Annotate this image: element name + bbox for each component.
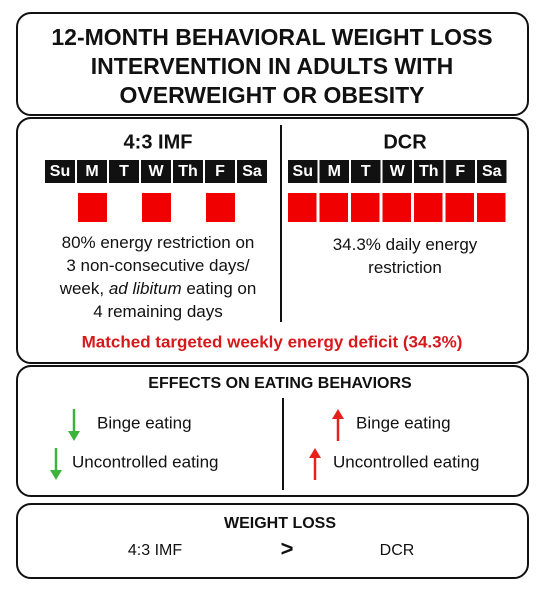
title: 12-MONTH BEHAVIORAL WEIGHT LOSS bbox=[51, 24, 492, 50]
title-box bbox=[16, 12, 529, 116]
restricted-day bbox=[319, 193, 348, 222]
day-cell bbox=[288, 160, 318, 183]
day-cell bbox=[109, 160, 139, 183]
description-part: ad libitum bbox=[109, 279, 182, 298]
group-label: DCR bbox=[380, 542, 415, 559]
restricted-day bbox=[206, 193, 235, 222]
comparator: > bbox=[281, 536, 294, 561]
day-cell bbox=[445, 160, 475, 183]
day-label: Su bbox=[50, 163, 70, 180]
description: week, ad libitum eating on bbox=[59, 279, 257, 298]
day-cell bbox=[141, 160, 171, 183]
day-cell bbox=[77, 160, 107, 183]
arrow bbox=[309, 448, 321, 480]
description-part: 34.3% daily energy bbox=[333, 235, 478, 254]
day-label: Th bbox=[178, 163, 198, 180]
restricted-day bbox=[351, 193, 380, 222]
day-label: F bbox=[215, 163, 225, 180]
day-cell bbox=[414, 160, 444, 183]
restricted-day bbox=[142, 193, 171, 222]
day-label: F bbox=[455, 163, 465, 180]
description-part: 80% energy restriction on bbox=[62, 233, 255, 252]
arrow bbox=[50, 448, 62, 480]
description-part: week, bbox=[59, 279, 109, 298]
effect-label: Uncontrolled eating bbox=[72, 452, 218, 471]
day-label: W bbox=[148, 163, 164, 180]
restricted-day bbox=[78, 193, 107, 222]
description: restriction bbox=[368, 258, 442, 277]
day-cell bbox=[477, 160, 507, 183]
day-label: T bbox=[361, 163, 371, 180]
heading: DCR bbox=[383, 131, 427, 153]
day-label: W bbox=[390, 163, 406, 180]
effect-label: Binge eating bbox=[97, 413, 192, 432]
description-part: restriction bbox=[368, 258, 442, 277]
day-label: Su bbox=[293, 163, 313, 180]
day-cell bbox=[45, 160, 75, 183]
day-label: M bbox=[328, 163, 341, 180]
heading: 4:3 IMF bbox=[124, 131, 193, 153]
title: INTERVENTION IN ADULTS WITH bbox=[91, 53, 453, 79]
day-cell bbox=[382, 160, 412, 183]
heading: WEIGHT LOSS bbox=[224, 515, 336, 532]
arrow-head bbox=[50, 470, 62, 480]
description-part: 4 remaining days bbox=[93, 302, 222, 321]
arrow-head bbox=[332, 409, 344, 419]
restricted-day bbox=[477, 193, 506, 222]
arrow-head bbox=[68, 431, 80, 441]
description-part: 3 non-consecutive days/ bbox=[66, 256, 250, 275]
weight-loss-box bbox=[16, 503, 529, 579]
restricted-day bbox=[445, 193, 474, 222]
effect-label: Uncontrolled eating bbox=[333, 452, 479, 471]
group-label: 4:3 IMF bbox=[128, 542, 182, 559]
day-label: Sa bbox=[242, 163, 262, 180]
day-cell bbox=[351, 160, 381, 183]
description: 4 remaining days bbox=[93, 302, 222, 321]
day-cell bbox=[319, 160, 349, 183]
matched-note: Matched targeted weekly energy deficit (… bbox=[82, 332, 463, 351]
description: 3 non-consecutive days/ bbox=[66, 256, 250, 275]
day-label: Sa bbox=[482, 163, 502, 180]
day-label: Th bbox=[419, 163, 439, 180]
arrow bbox=[332, 409, 344, 441]
heading: EFFECTS ON EATING BEHAVIORS bbox=[148, 375, 412, 392]
description-part: eating on bbox=[182, 279, 257, 298]
restricted-day bbox=[288, 193, 317, 222]
effect-label: Binge eating bbox=[356, 413, 451, 432]
day-label: T bbox=[119, 163, 129, 180]
arrow-head bbox=[309, 448, 321, 458]
day-cell bbox=[237, 160, 267, 183]
description: 34.3% daily energy bbox=[333, 235, 478, 254]
arrow bbox=[68, 409, 80, 441]
restricted-day bbox=[414, 193, 443, 222]
description: 80% energy restriction on bbox=[62, 233, 255, 252]
day-cell bbox=[173, 160, 203, 183]
effects-box bbox=[16, 365, 529, 497]
restricted-day bbox=[382, 193, 411, 222]
day-cell bbox=[205, 160, 235, 183]
day-label: M bbox=[85, 163, 98, 180]
title: OVERWEIGHT OR OBESITY bbox=[120, 82, 425, 108]
